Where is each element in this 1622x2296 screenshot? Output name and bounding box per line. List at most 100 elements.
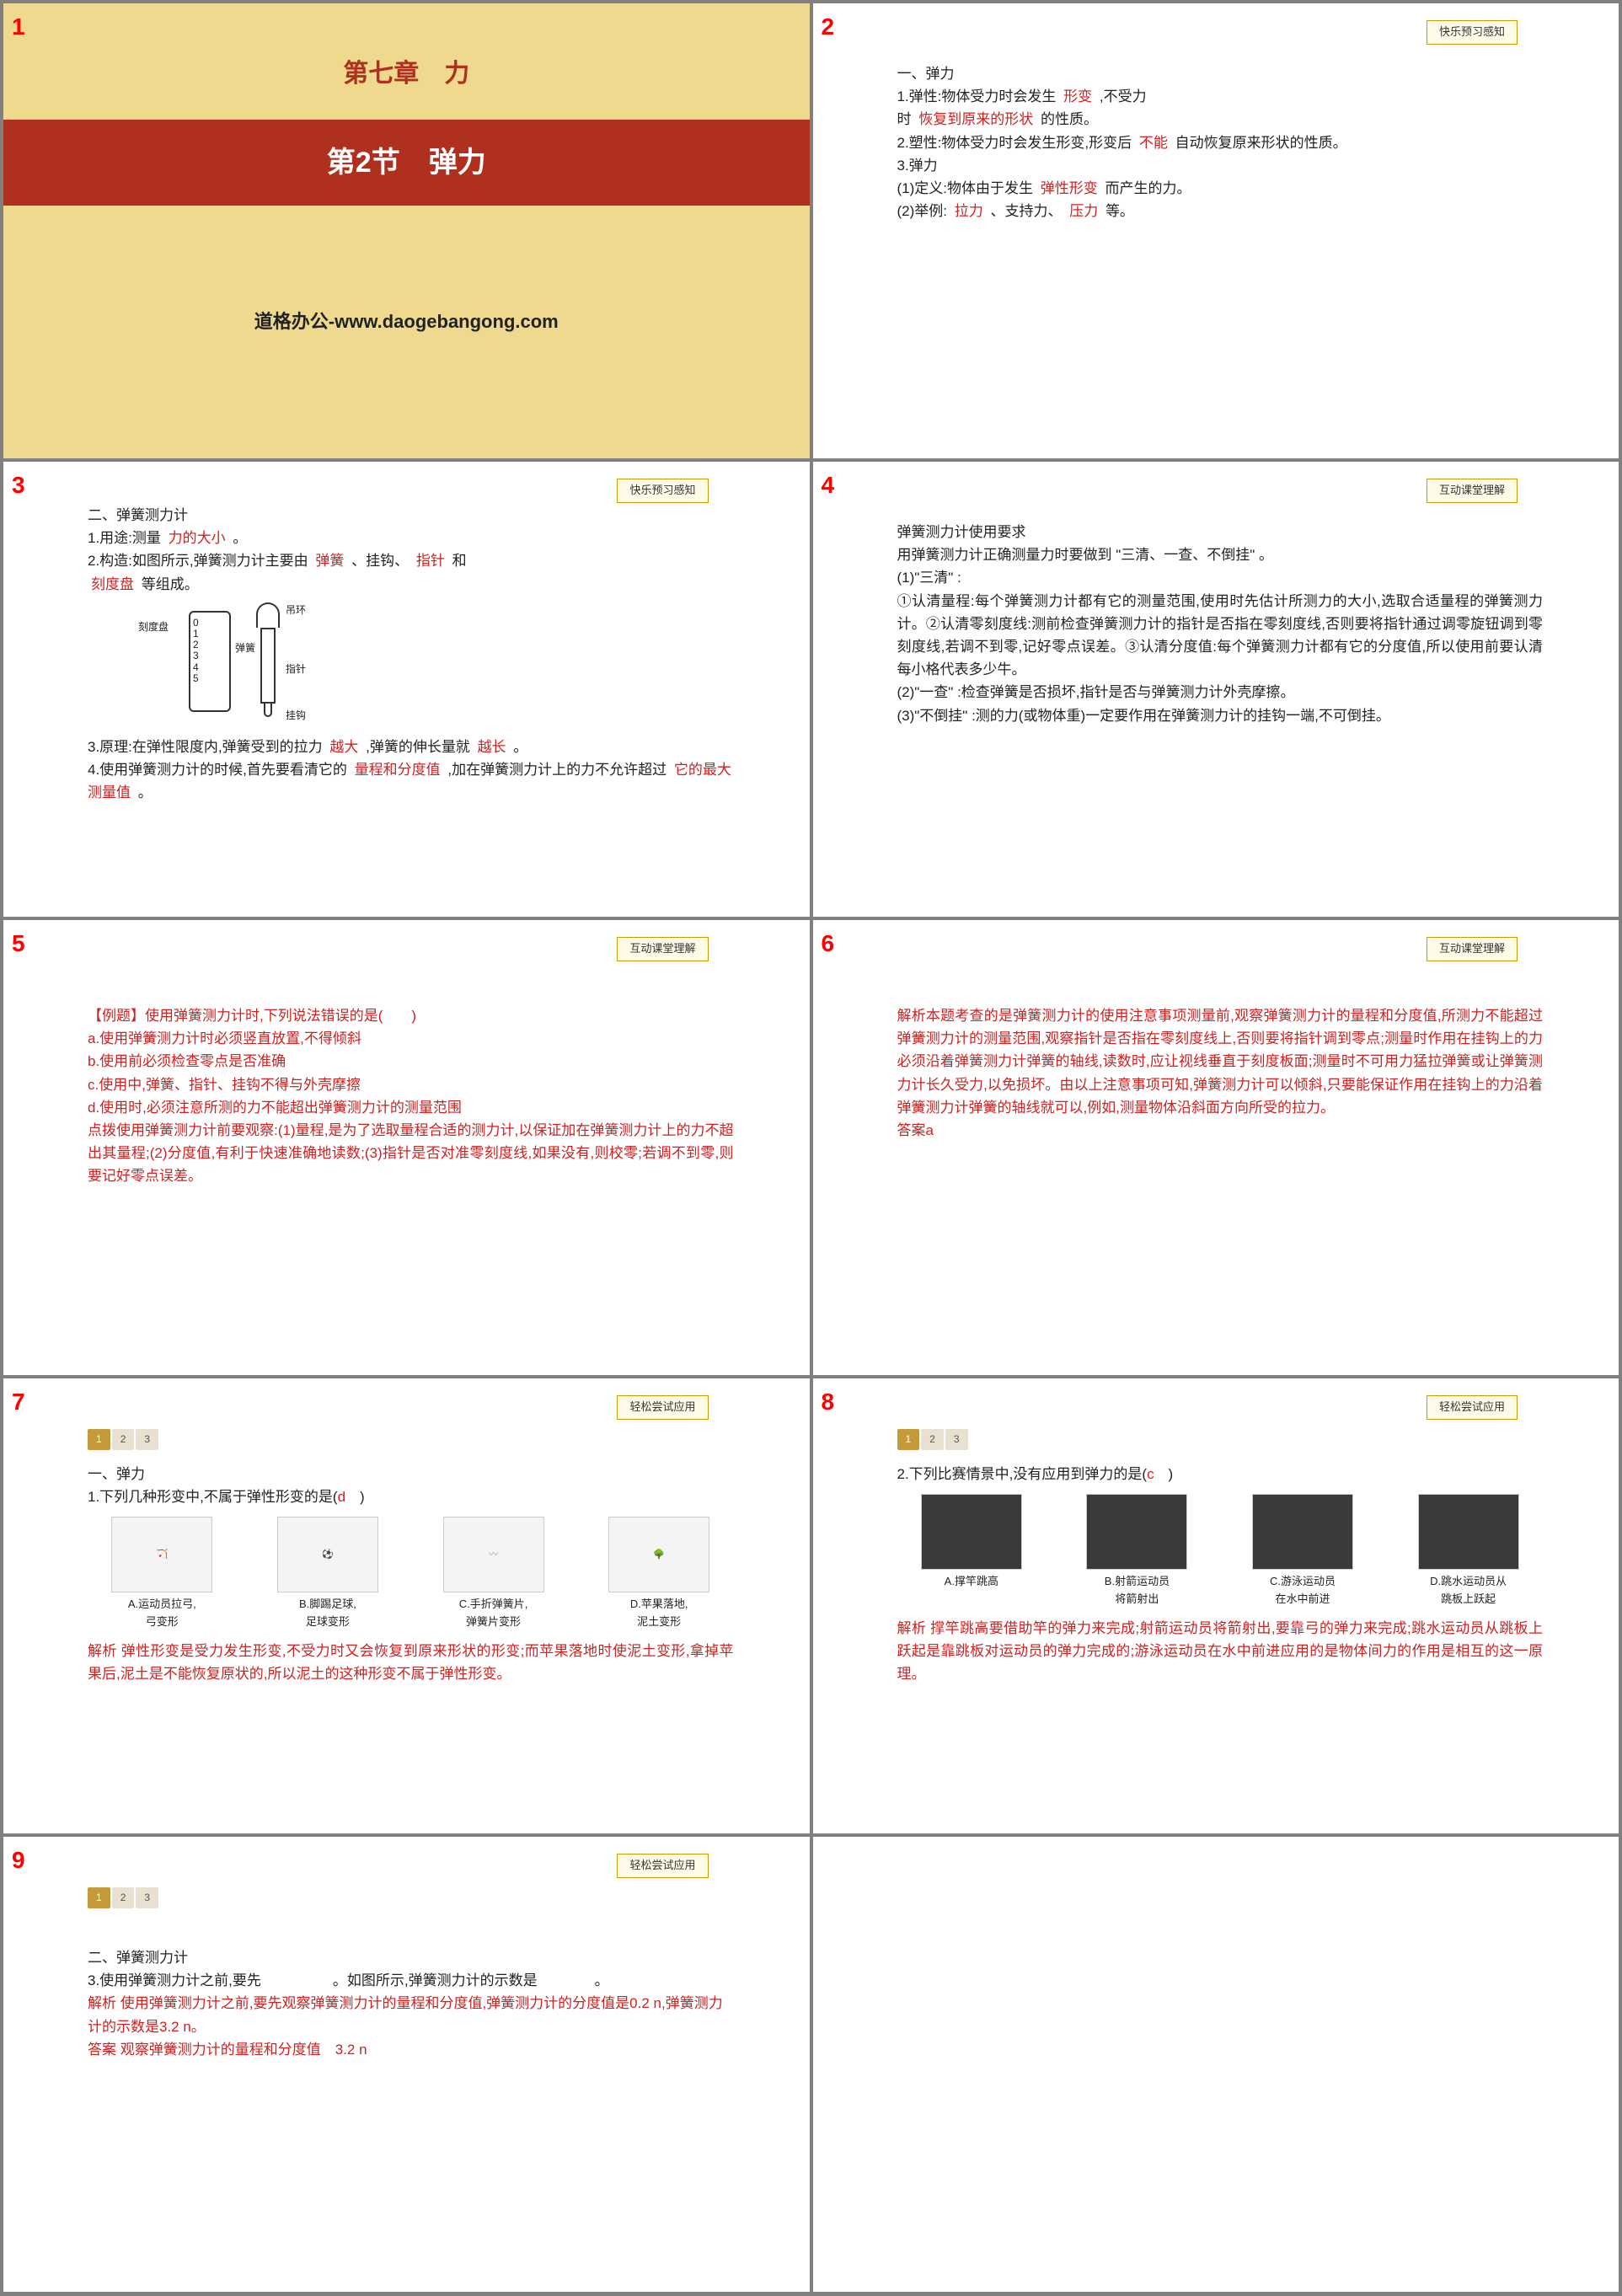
polevault-icon [921, 1494, 1022, 1570]
slide-number: 6 [822, 925, 835, 963]
line: 3.原理:在弹性限度内,弹簧受到的拉力 越大 ,弹簧的伸长量就 越长 。 [88, 736, 734, 758]
line: (1)定义:物体由于发生 弹性形变 而产生的力。 [897, 177, 1544, 200]
explanation: 解析 弹性形变是受力发生形变,不受力时又会恢复到原来形状的形变;而苹果落地时使泥… [88, 1640, 734, 1685]
line: (2)举例: 拉力 、支持力、 压力 等。 [897, 200, 1544, 222]
answer-letter: d [338, 1489, 345, 1505]
diagram-label: 刻度盘 [138, 619, 169, 635]
slide-6: 6 互动课堂理解 解析本题考查的是弹簧测力计的使用注意事项测量前,观察弹簧测力计… [813, 920, 1619, 1375]
nav-2[interactable]: 2 [112, 1887, 135, 1908]
badge: 轻松尝试应用 [617, 1854, 708, 1878]
spring-icon: 〰 [443, 1517, 544, 1592]
badge: 轻松尝试应用 [1427, 1395, 1518, 1420]
slide-number: 1 [12, 8, 25, 46]
slide-number: 7 [12, 1383, 25, 1421]
badge: 互动课堂理解 [1427, 479, 1518, 503]
nav-1[interactable]: 1 [88, 1887, 110, 1908]
content: 一、弹力 1.弹性:物体受力时会发生 形变 ,不受力 时 恢复到原来的形状 的性… [897, 62, 1544, 222]
tree-icon: 🌳 [608, 1517, 709, 1592]
blank-fill: 压力 [1066, 203, 1101, 219]
heading: 一、弹力 [88, 1463, 734, 1485]
text: 2.下列比赛情景中,没有应用到弹力的是( [897, 1466, 1148, 1482]
hint: 点拨使用弹簧测力计前要观察:(1)量程,是为了选取量程合适的测力计,以保证加在弹… [88, 1119, 734, 1188]
option-a: a.使用弹簧测力计时必须竖直放置,不得倾斜 [88, 1027, 734, 1050]
option-a: 🏹A.运动员拉弓, 弓变形 [103, 1517, 221, 1631]
content: 一、弹力 1.下列几种形变中,不属于弹性形变的是(d ) 🏹A.运动员拉弓, 弓… [88, 1463, 734, 1685]
nav-3[interactable]: 3 [136, 1429, 158, 1450]
text: 4.使用弹簧测力计的时候,首先要看清它的 [88, 762, 347, 778]
slide-number: 3 [12, 467, 25, 505]
nav-pager: 1 2 3 [88, 1429, 158, 1450]
nav-3[interactable]: 3 [945, 1429, 968, 1450]
nav-2[interactable]: 2 [921, 1429, 944, 1450]
line: 2.塑性:物体受力时会发生形变,形变后 不能 自动恢复原来形状的性质。 [897, 131, 1544, 154]
slide-1: 1 第七章 力 第2节 弹力 道格办公-www.daogebangong.com [3, 3, 810, 458]
option-d: 🌳 D.苹果落地, 泥土变形 [600, 1517, 718, 1631]
nav-3[interactable]: 3 [136, 1887, 158, 1908]
blank-fill: 量程和分度值 [351, 762, 444, 778]
text: ) [1154, 1466, 1174, 1482]
blank-fill: 形变 [1060, 88, 1095, 104]
blank-fill: 不能 [1136, 135, 1171, 151]
explanation: 解析本题考查的是弹簧测力计的使用注意事项测量前,观察弹簧测力计的量程和分度值,所… [897, 1004, 1544, 1119]
caption: D.苹果落地, 泥土变形 [600, 1596, 718, 1631]
caption: C.游泳运动员 在水中前进 [1244, 1573, 1362, 1608]
heading: 二、弹簧测力计 [88, 1946, 734, 1969]
text: 3.原理:在弹性限度内,弹簧受到的拉力 [88, 739, 323, 755]
option-images: A.撑竿跳高 B.射箭运动员 将箭射出 C.游泳运动员 在水中前进 D.跳水运动… [897, 1494, 1544, 1608]
nav-1[interactable]: 1 [88, 1429, 110, 1450]
para: (2)"一查" :检查弹簧是否损坏,指针是否与弹簧测力计外壳摩擦。 [897, 681, 1544, 704]
text: 2.构造:如图所示,弹簧测力计主要由 [88, 553, 308, 569]
slide-number: 8 [822, 1383, 835, 1421]
para: (3)"不倒挂" :测的力(或物体重)一定要作用在弹簧测力计的挂钩一端,不可倒挂… [897, 704, 1544, 727]
text: 时 [897, 111, 912, 127]
caption: D.跳水运动员从 跳板上跃起 [1410, 1573, 1528, 1608]
text: 1.用途:测量 [88, 530, 161, 546]
content: 解析本题考查的是弹簧测力计的使用注意事项测量前,观察弹簧测力计的量程和分度值,所… [897, 1004, 1544, 1142]
line: 1.弹性:物体受力时会发生 形变 ,不受力 [897, 85, 1544, 108]
text: ,弹簧的伸长量就 [366, 739, 470, 755]
blank-fill: 弹簧 [312, 553, 347, 569]
diving-icon [1418, 1494, 1519, 1570]
content: 二、弹簧测力计 3.使用弹簧测力计之前,要先 。如图所示,弹簧测力计的示数是 。… [88, 1946, 734, 2061]
badge: 互动课堂理解 [1427, 937, 1518, 961]
option-a: A.撑竿跳高 [913, 1494, 1030, 1608]
diagram-label: 弹簧 [235, 640, 255, 656]
option-c: C.游泳运动员 在水中前进 [1244, 1494, 1362, 1608]
answer-letter: c [1147, 1466, 1154, 1482]
text: ) [345, 1489, 365, 1505]
line: 时 恢复到原来的形状 的性质。 [897, 108, 1544, 131]
line: 2.构造:如图所示,弹簧测力计主要由 弹簧 、挂钩、 指针 和 [88, 549, 734, 572]
explanation: 解析 使用弹簧测力计之前,要先观察弹簧测力计的量程和分度值,弹簧测力计的分度值是… [88, 1992, 734, 2037]
blank-fill: 刻度盘 [88, 576, 137, 592]
para: (1)"三清" : [897, 566, 1544, 589]
question: 【例题】使用弹簧测力计时,下列说法错误的是( ) [88, 1004, 734, 1027]
question: 3.使用弹簧测力计之前,要先 。如图所示,弹簧测力计的示数是 。 [88, 1969, 734, 1992]
heading: 二、弹簧测力计 [88, 504, 734, 527]
slide-number: 4 [822, 467, 835, 505]
option-c: c.使用中,弹簧、指针、挂钩不得与外壳摩擦 [88, 1073, 734, 1096]
caption: A.撑竿跳高 [913, 1573, 1030, 1591]
slide-number: 5 [12, 925, 25, 963]
archer-icon: 🏹 [111, 1517, 212, 1592]
content: 2.下列比赛情景中,没有应用到弹力的是(c ) A.撑竿跳高 B.射箭运动员 将… [897, 1463, 1544, 1685]
blank-fill: 恢复到原来的形状 [915, 111, 1036, 127]
blank-fill: 越大 [326, 739, 361, 755]
slide-5: 5 互动课堂理解 【例题】使用弹簧测力计时,下列说法错误的是( ) a.使用弹簧… [3, 920, 810, 1375]
caption: B.脚踢足球, 足球变形 [269, 1596, 387, 1631]
text: ,不受力 [1100, 88, 1147, 104]
blank-fill: 指针 [413, 553, 448, 569]
text: 自动恢复原来形状的性质。 [1175, 135, 1347, 151]
blank-fill: 越长 [474, 739, 510, 755]
slide-3: 3 快乐预习感知 二、弹簧测力计 1.用途:测量 力的大小 。 2.构造:如图所… [3, 462, 810, 917]
slide-number: 2 [822, 8, 835, 46]
text: (2)举例: [897, 203, 948, 219]
nav-2[interactable]: 2 [112, 1429, 135, 1450]
nav-pager: 1 2 3 [88, 1887, 158, 1908]
badge: 快乐预习感知 [1427, 20, 1518, 45]
diagram-label: 挂钩 [286, 708, 306, 724]
option-b: B.射箭运动员 将箭射出 [1078, 1494, 1196, 1608]
text: 1.下列几种形变中,不属于弹性形变的是( [88, 1489, 338, 1505]
nav-1[interactable]: 1 [897, 1429, 920, 1450]
section-title: 第2节 弹力 [3, 120, 810, 206]
text: 1.弹性:物体受力时会发生 [897, 88, 1057, 104]
